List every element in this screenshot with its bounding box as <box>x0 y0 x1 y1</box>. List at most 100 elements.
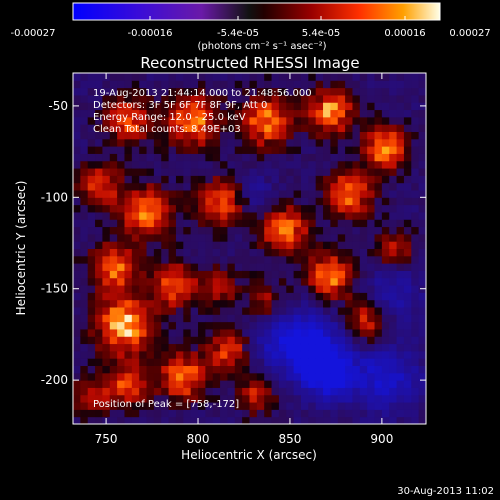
heatmap-cell <box>73 241 81 249</box>
heatmap-cell <box>109 219 118 228</box>
heatmap-cell <box>161 402 170 410</box>
heatmap-cell <box>256 307 265 315</box>
heatmap-cell <box>330 372 339 381</box>
heatmap-cell <box>80 321 89 330</box>
heatmap-cell <box>300 285 309 293</box>
heatmap-cell <box>87 160 96 169</box>
heatmap-cell <box>220 343 228 352</box>
heatmap-cell <box>359 365 368 374</box>
heatmap-cell <box>80 182 89 191</box>
heatmap-cell <box>286 116 295 125</box>
heatmap-cell <box>271 197 280 206</box>
heatmap-cell <box>131 380 140 388</box>
heatmap-cell <box>212 285 221 293</box>
heatmap-cell <box>286 285 295 293</box>
heatmap-cell <box>109 226 118 235</box>
heatmap-cell <box>403 380 412 388</box>
heatmap-cell <box>227 102 236 111</box>
heatmap-cell <box>190 336 199 345</box>
heatmap-cell <box>403 314 412 323</box>
heatmap-cell <box>205 138 214 147</box>
heatmap-cell <box>168 80 177 89</box>
heatmap-cell <box>73 138 81 147</box>
heatmap-cell <box>95 138 103 147</box>
heatmap-cell <box>73 80 81 89</box>
heatmap-cell <box>161 87 170 96</box>
heatmap-cell <box>190 241 199 249</box>
heatmap-cell <box>411 285 420 293</box>
heatmap-cell <box>374 116 383 125</box>
heatmap-cell <box>146 409 155 418</box>
heatmap-cell <box>80 197 89 206</box>
heatmap-cell <box>190 248 199 257</box>
heatmap-cell <box>131 263 140 271</box>
heatmap-cell <box>198 190 206 198</box>
heatmap-cell <box>411 387 420 396</box>
heatmap-cell <box>411 394 420 403</box>
heatmap-cell <box>146 263 155 271</box>
heatmap-cell <box>286 255 295 264</box>
heatmap-cell <box>183 263 192 271</box>
heatmap-cell <box>205 328 214 337</box>
heatmap-cell <box>323 336 331 345</box>
heatmap-cell <box>153 109 162 118</box>
heatmap-cell <box>293 94 302 103</box>
heatmap-cell <box>161 285 170 293</box>
heatmap-cell <box>73 328 81 337</box>
heatmap-cell <box>190 380 199 388</box>
heatmap-cell <box>249 182 258 191</box>
heatmap-cell <box>315 409 324 418</box>
heatmap-cell <box>220 328 228 337</box>
heatmap-cell <box>323 131 331 140</box>
heatmap-cell <box>359 102 368 111</box>
heatmap-cell <box>418 292 426 301</box>
heatmap-cell <box>168 153 177 162</box>
heatmap-cell <box>87 416 96 424</box>
heatmap-cell <box>286 263 295 271</box>
heatmap-cell <box>146 219 155 228</box>
heatmap-cell <box>367 80 376 89</box>
heatmap-cell <box>293 365 302 374</box>
heatmap-cell <box>300 138 309 147</box>
heatmap-cell <box>286 87 295 96</box>
heatmap-cell <box>227 387 236 396</box>
heatmap-cell <box>271 248 280 257</box>
heatmap-cell <box>403 292 412 301</box>
heatmap-cell <box>190 314 199 323</box>
heatmap-cell <box>278 292 287 301</box>
heatmap-cell <box>242 116 250 125</box>
heatmap-cell <box>330 358 339 366</box>
heatmap-cell <box>411 241 420 249</box>
heatmap-cell <box>264 394 273 403</box>
heatmap-cell <box>374 138 383 147</box>
heatmap-cell <box>102 343 111 352</box>
heatmap-cell <box>249 409 258 418</box>
heatmap-cell <box>175 358 184 366</box>
heatmap-cell <box>374 233 383 242</box>
heatmap-cell <box>212 409 221 418</box>
heatmap-cell <box>153 314 162 323</box>
heatmap-cell <box>396 358 405 366</box>
heatmap-cell <box>256 299 265 308</box>
heatmap-cell <box>323 190 331 198</box>
heatmap-cell <box>271 233 280 242</box>
heatmap-cell <box>330 204 339 213</box>
heatmap-cell <box>139 219 148 228</box>
heatmap-cell <box>131 277 140 286</box>
heatmap-cell <box>337 277 346 286</box>
heatmap-cell <box>367 168 376 176</box>
heatmap-cell <box>131 248 140 257</box>
heatmap-cell <box>205 219 214 228</box>
heatmap-cell <box>227 270 236 279</box>
heatmap-cell <box>293 168 302 176</box>
heatmap-cell <box>337 124 346 132</box>
heatmap-cell <box>190 197 199 206</box>
heatmap-cell <box>315 94 324 103</box>
heatmap-cell <box>198 307 206 315</box>
heatmap-cell <box>323 116 331 125</box>
heatmap-cell <box>396 402 405 410</box>
heatmap-cell <box>73 182 81 191</box>
heatmap-cell <box>256 182 265 191</box>
heatmap-cell <box>286 365 295 374</box>
heatmap-cell <box>264 219 273 228</box>
